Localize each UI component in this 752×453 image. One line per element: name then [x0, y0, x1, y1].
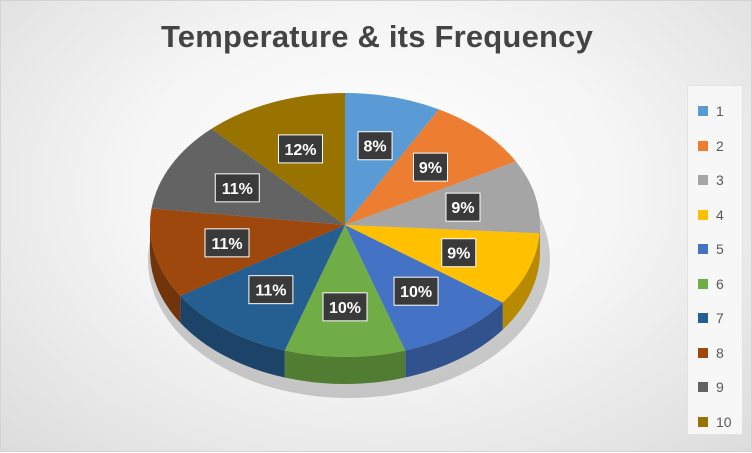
legend-item-2: 2 — [688, 129, 742, 164]
legend-label: 7 — [716, 310, 724, 326]
legend-swatch — [698, 417, 708, 427]
legend-label: 9 — [716, 379, 724, 395]
legend-label: 8 — [716, 345, 724, 361]
legend-item-9: 9 — [688, 370, 742, 405]
legend-swatch — [698, 313, 708, 323]
legend-label: 4 — [716, 207, 724, 223]
legend-item-1: 1 — [688, 94, 742, 129]
legend-swatch — [698, 175, 708, 185]
legend-swatch — [698, 348, 708, 358]
legend-item-4: 4 — [688, 198, 742, 233]
data-label-8: 11% — [205, 229, 249, 257]
data-label-text: 9% — [419, 160, 442, 177]
legend-item-7: 7 — [688, 301, 742, 336]
data-label-text: 10% — [400, 284, 432, 301]
data-label-3: 9% — [446, 193, 480, 221]
legend-label: 5 — [716, 241, 724, 257]
data-label-text: 9% — [447, 246, 470, 263]
data-label-2: 9% — [413, 153, 447, 181]
legend-swatch — [698, 141, 708, 151]
data-label-text: 11% — [255, 283, 286, 300]
data-label-text: 9% — [451, 200, 474, 217]
data-label-text: 11% — [211, 236, 242, 253]
legend-item-10: 10 — [688, 405, 742, 440]
legend-item-5: 5 — [688, 232, 742, 267]
legend: 1 2 3 4 5 6 7 8 9 10 — [687, 85, 743, 435]
legend-label: 6 — [716, 276, 724, 292]
legend-label: 3 — [716, 172, 724, 188]
legend-item-3: 3 — [688, 163, 742, 198]
legend-item-8: 8 — [688, 336, 742, 371]
data-label-10: 12% — [278, 135, 322, 163]
data-label-text: 8% — [364, 139, 387, 156]
data-label-text: 12% — [284, 142, 316, 159]
legend-swatch — [698, 210, 708, 220]
data-label-text: 10% — [329, 300, 361, 317]
legend-swatch — [698, 279, 708, 289]
legend-item-6: 6 — [688, 267, 742, 302]
legend-swatch — [698, 106, 708, 116]
legend-label: 2 — [716, 138, 724, 154]
data-label-9: 11% — [215, 174, 259, 202]
data-label-text: 11% — [222, 181, 253, 198]
legend-label: 1 — [716, 103, 724, 119]
data-label-7: 11% — [249, 276, 293, 304]
legend-swatch — [698, 244, 708, 254]
legend-swatch — [698, 382, 708, 392]
data-label-1: 8% — [358, 132, 392, 160]
data-label-5: 10% — [394, 277, 438, 305]
data-label-6: 10% — [323, 293, 367, 321]
data-label-4: 9% — [442, 239, 476, 267]
legend-label: 10 — [716, 414, 732, 430]
